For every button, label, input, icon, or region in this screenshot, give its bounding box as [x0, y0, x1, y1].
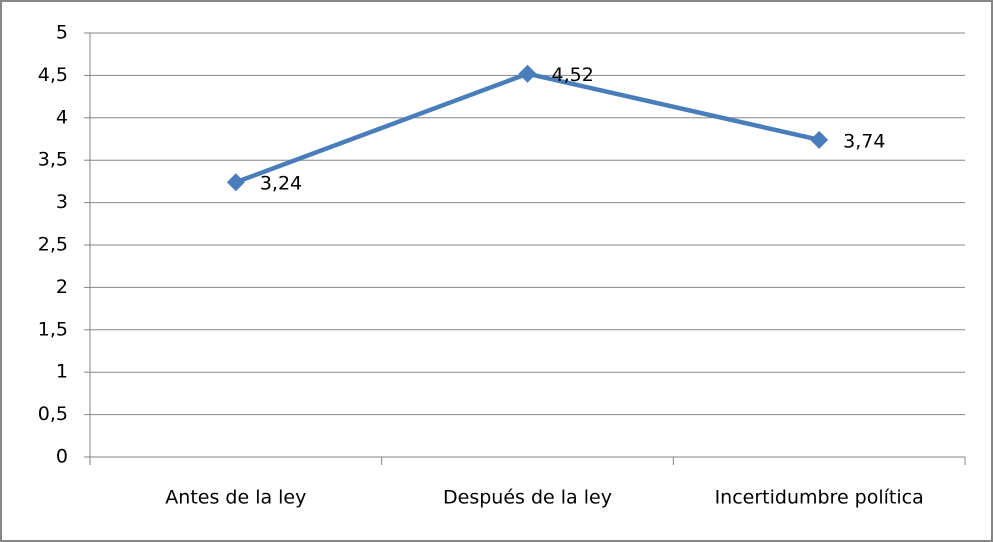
- x-tick-label: Antes de la ley: [165, 487, 306, 509]
- x-tick-label: Después de la ley: [443, 487, 612, 509]
- y-tick-label: 0,5: [38, 403, 68, 425]
- data-marker: [518, 64, 537, 83]
- y-tick-label: 1,5: [38, 318, 68, 340]
- y-tick-label: 4: [56, 106, 68, 128]
- y-tick-label: 3: [56, 191, 68, 213]
- y-tick-label: 2: [56, 276, 68, 298]
- y-tick-label: 1: [56, 361, 68, 383]
- y-tick-label: 5: [56, 22, 68, 44]
- y-tick-label: 0: [56, 446, 68, 468]
- data-marker: [810, 130, 829, 149]
- y-tick-label: 3,5: [38, 149, 68, 171]
- y-tick-label: 4,5: [38, 64, 68, 86]
- data-label: 3,24: [260, 173, 302, 195]
- data-label: 3,74: [843, 130, 885, 152]
- data-marker: [226, 173, 245, 192]
- y-tick-label: 2,5: [38, 234, 68, 256]
- data-label: 4,52: [552, 64, 594, 86]
- x-tick-label: Incertidumbre política: [715, 487, 924, 509]
